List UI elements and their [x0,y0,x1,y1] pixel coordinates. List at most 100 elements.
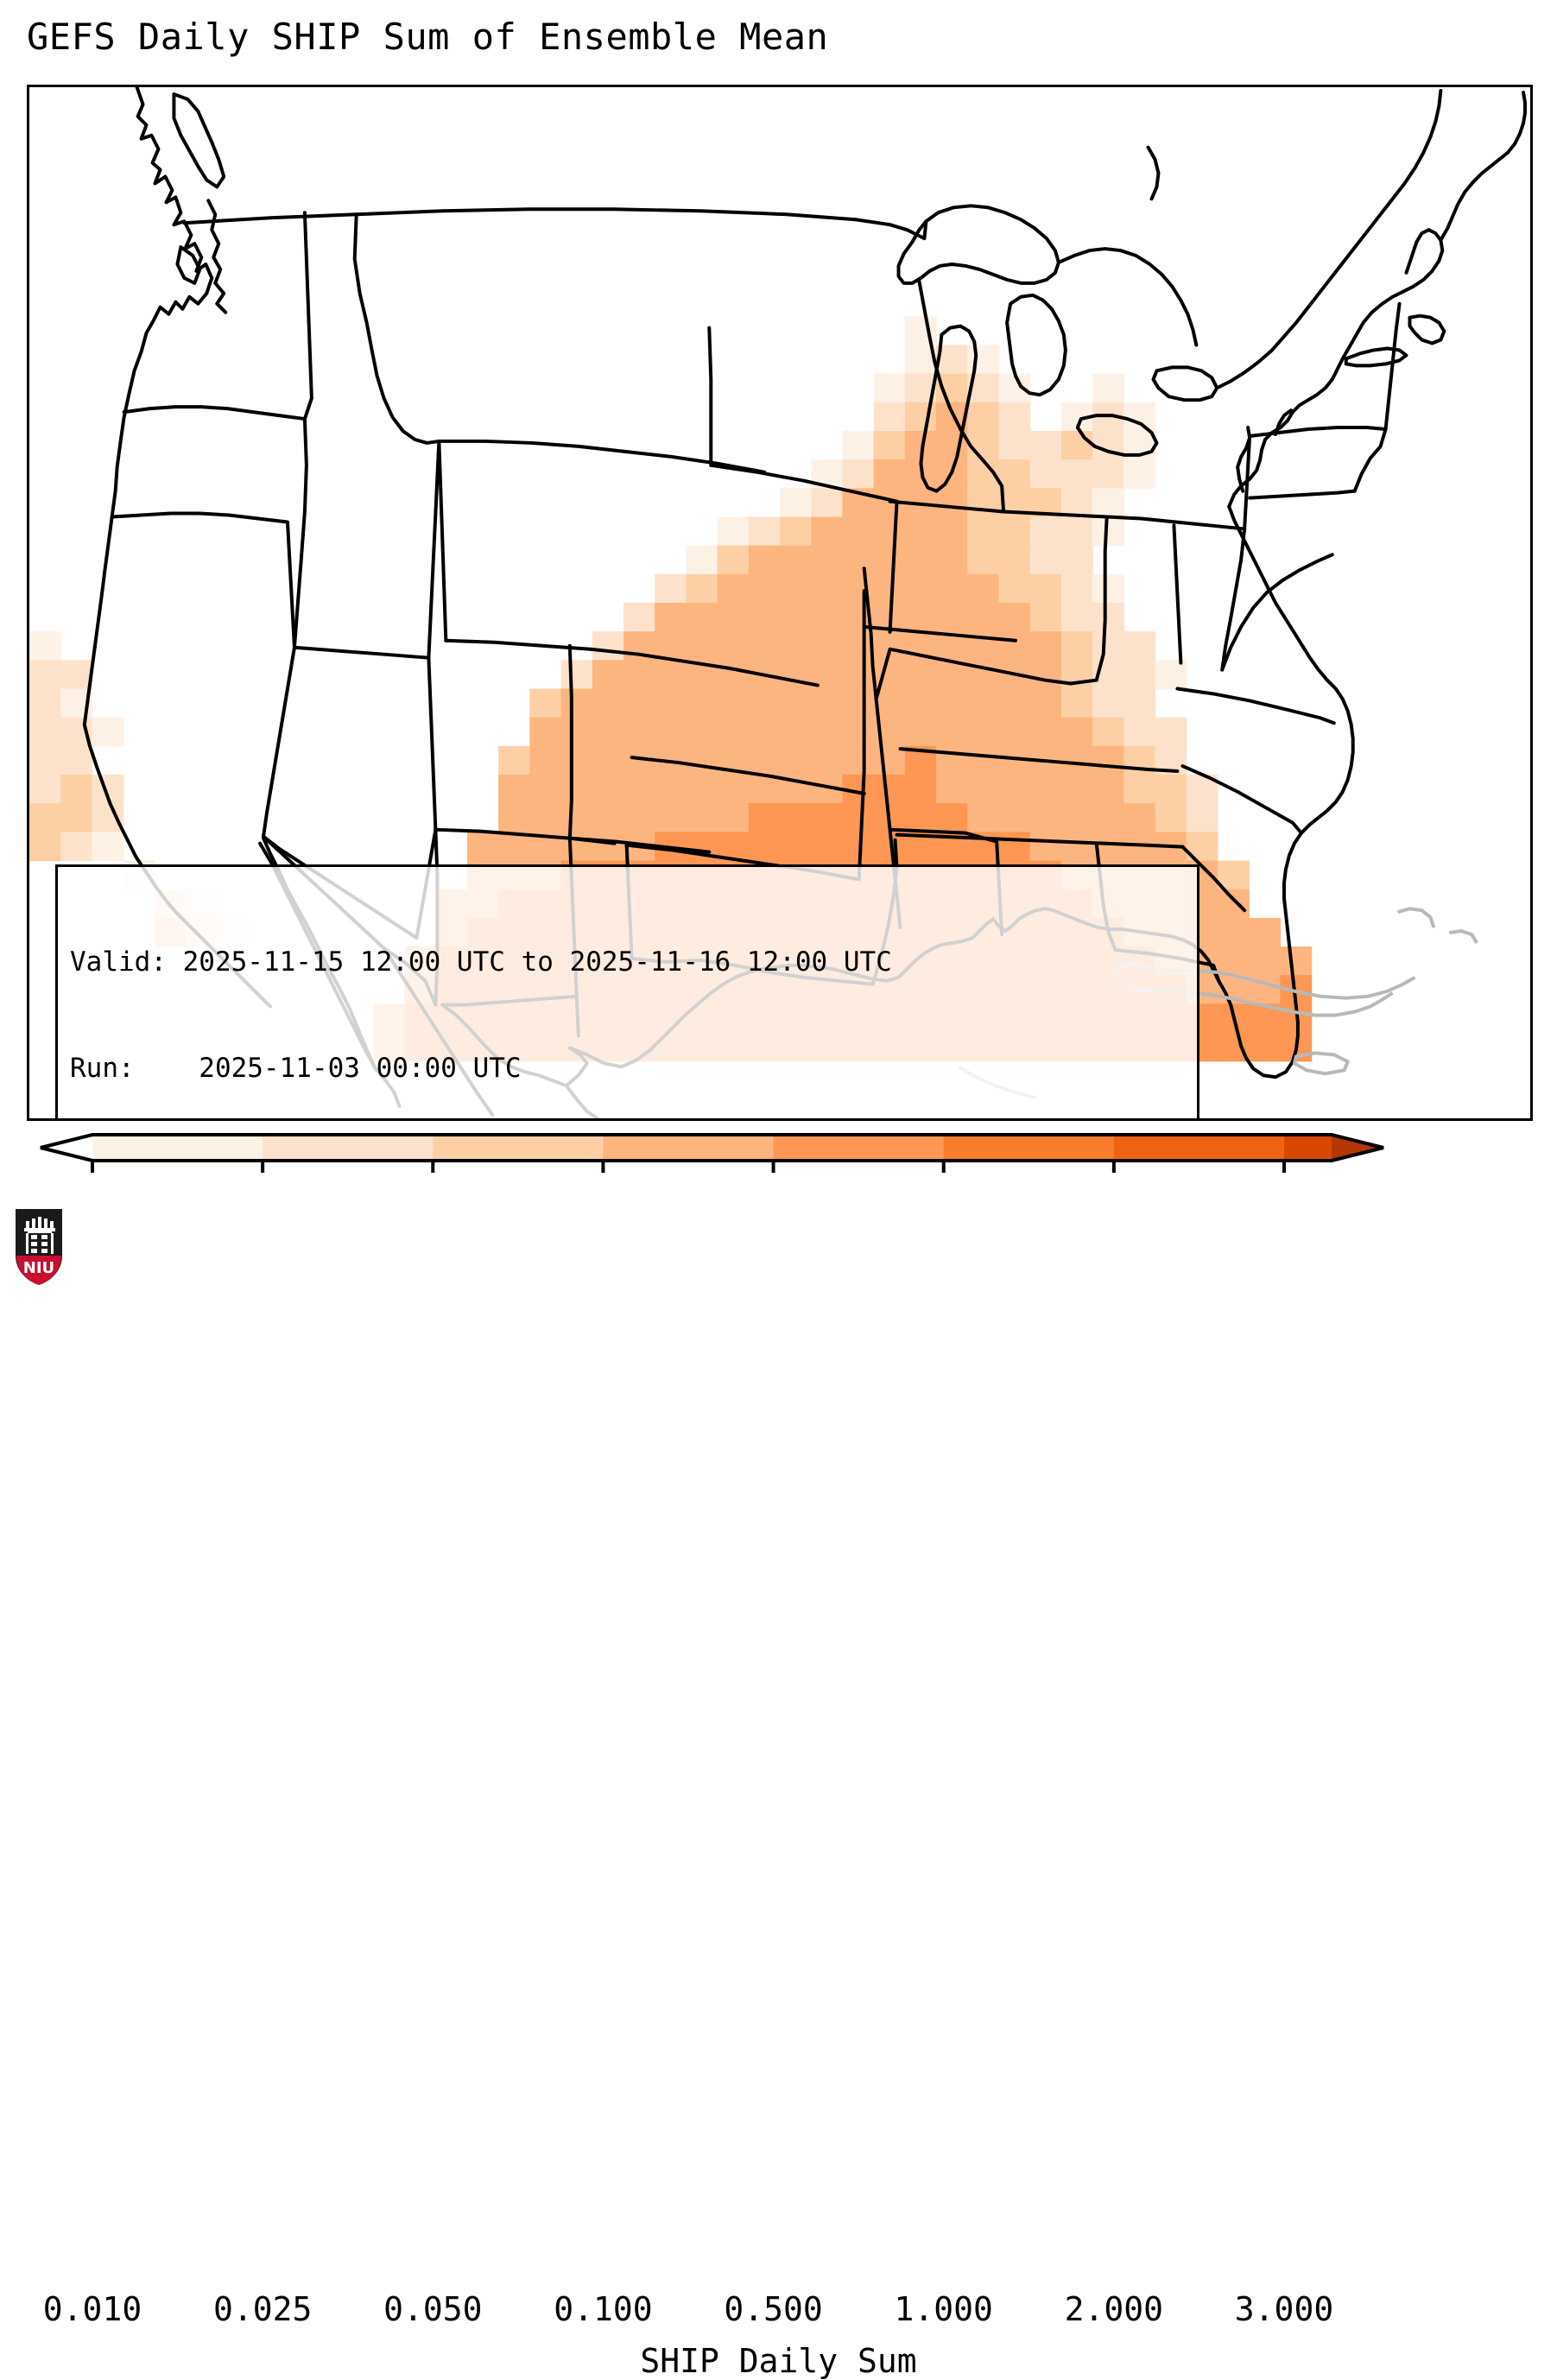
grid-cell [560,775,593,804]
grid-cell [936,573,968,604]
grid-cell [904,516,937,547]
grid-cell [780,832,812,862]
grid-cell [873,373,906,403]
lake-superior [896,204,1060,285]
grid-cell [1060,631,1093,661]
coastline-florida-east [1299,678,1355,835]
grid-cell [842,545,875,575]
grid-cell [873,545,906,575]
grid-cell [936,545,968,575]
grid-cell [811,516,844,547]
grid-cell [967,688,1000,718]
grid-cell [1217,889,1250,919]
grid-cell [60,660,93,690]
grid-cell [29,775,61,804]
border-canada-east [1056,247,1199,347]
grid-cell [623,717,655,747]
grid-cell [529,717,562,747]
grid-cell [623,803,655,833]
state-border-wi-il [1002,510,1109,519]
grid-cell [1092,603,1124,632]
state-border-in-oh [1172,523,1183,665]
state-border-wy-south [444,638,641,656]
grid-cell [686,775,718,804]
grid-cell [1092,717,1124,747]
grid-cell [1060,573,1093,604]
grid-cell [811,688,844,718]
colorbar-tick-labels: 0.010 0.025 0.050 0.100 0.500 1.000 2.000 3.000 [0,2290,1557,2332]
grid-cell [1123,459,1156,490]
grid-cell [592,803,624,833]
grid-cell [92,803,124,833]
grid-cell [904,688,937,718]
grid-cell [967,775,1000,804]
map-axes[interactable]: Valid: 2025-11-15 12:00 UTC to 2025-11-1… [27,85,1533,1121]
grid-cell [967,717,1000,747]
grid-cell [780,516,812,547]
niu-shield-logo[interactable]: NIU [12,1207,66,1287]
border-stlawrence [1215,88,1443,390]
grid-cell [904,402,937,432]
logo-castle-icon [24,1217,55,1254]
grid-cell [655,688,687,718]
colorbar-outline [40,1133,1384,1162]
grid-cell [60,745,93,775]
grid-cell [560,745,593,775]
grid-cell [1092,745,1124,775]
grid-cell [780,545,812,575]
grid-cell [60,775,93,804]
grid-cell [1029,459,1062,490]
grid-cell [686,803,718,833]
grid-cell [967,745,1000,775]
grid-cell [967,345,1000,375]
grid-cell [967,573,1000,604]
grid-cell [29,803,61,833]
colorbar-extend-high [1332,1135,1383,1161]
grid-cell [498,803,531,833]
colorbar-band [943,1135,1115,1161]
grid-cell [873,431,906,460]
colorbar-tick-label: 0.100 [554,2290,653,2328]
logo-text: NIU [23,1259,54,1277]
grid-cell [967,603,1000,632]
coastline-delaware-bay [1274,408,1293,436]
state-border-nd-sd [707,326,713,467]
grid-cell [1092,631,1124,661]
logo-shield-red [16,1256,61,1285]
grid-cell [967,402,1000,432]
state-border-pa-md [1248,489,1357,500]
grid-cell [748,717,781,747]
grid-cell [748,631,781,661]
grid-cell [655,603,687,632]
colorbar-tick-label: 2.000 [1064,2290,1164,2328]
colorbar[interactable]: 0.010 0.025 0.050 0.100 0.500 1.000 2.000 3.000… [0,1123,1557,2380]
grid-cell [29,745,61,775]
grid-cell [842,803,875,833]
grid-cell [936,717,968,747]
grid-cell [1155,803,1187,833]
grid-cell [1123,631,1156,661]
grid-cell [1249,917,1282,947]
colorbar-extend-low [41,1135,92,1161]
grid-cell [1060,488,1093,518]
grid-cell [811,545,844,575]
grid-cell [811,603,844,632]
grid-cell [1029,832,1062,862]
grid-cell [29,717,61,747]
grid-cell [623,688,655,718]
grid-cell [560,717,593,747]
grid-cell [1029,631,1062,661]
page-title: GEFS Daily SHIP Sum of Ensemble Mean [27,16,829,58]
grid-cell [748,545,781,575]
grid-cell [686,631,718,661]
grid-cell [592,775,624,804]
grid-cell [904,803,937,833]
state-border-ar-la [888,827,999,844]
grid-cell [686,717,718,747]
state-border-pa-ny [1248,426,1388,438]
grid-cell [1123,402,1156,432]
grid-cell [811,631,844,661]
run-time-line: Run: 2025-11-03 00:00 UTC [70,1053,522,1084]
state-border-nc-va [1175,687,1336,725]
grid-cell [623,603,655,632]
